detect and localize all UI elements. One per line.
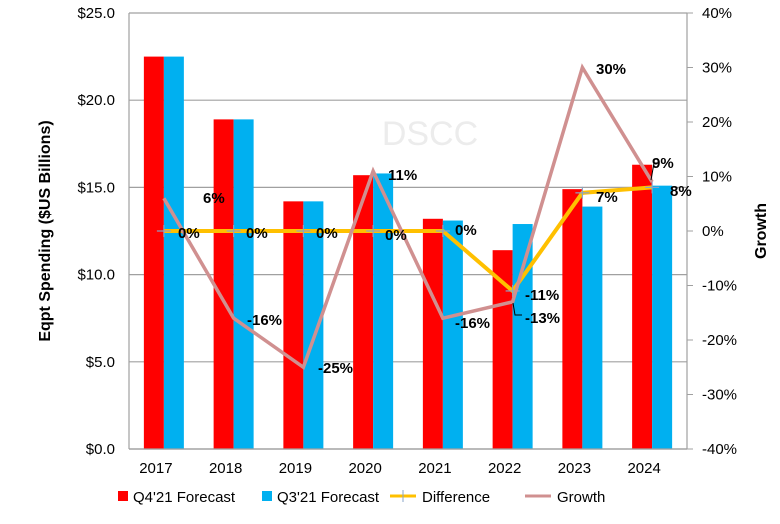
leader-line — [512, 302, 522, 316]
legend-label: Q3'21 Forecast — [277, 489, 380, 506]
bar-q4-2019 — [283, 201, 304, 449]
y2-tick-label: 20% — [702, 114, 732, 131]
growth-data-label: -13% — [525, 310, 560, 327]
difference-data-label: 0% — [246, 225, 268, 242]
x-tick-label: 2023 — [558, 460, 591, 477]
legend-swatch — [262, 491, 272, 501]
bar-q4-2017 — [143, 56, 164, 449]
y-tick-label: $15.0 — [77, 179, 115, 196]
y2-axis-title: Growth — [753, 203, 770, 259]
difference-data-label: -11% — [525, 287, 559, 304]
growth-data-label: -16% — [455, 315, 490, 332]
y-tick-label: $0.0 — [86, 441, 115, 458]
y2-tick-label: 40% — [702, 5, 732, 22]
legend-label: Difference — [422, 489, 490, 506]
x-tick-label: 2022 — [488, 460, 521, 477]
growth-data-label: 30% — [596, 61, 626, 78]
y-axis-title: Eqpt Spending ($US Billions) — [37, 120, 54, 341]
bar-q4-2022 — [492, 250, 513, 449]
line-growth — [162, 63, 654, 371]
y2-tick-label: 0% — [702, 223, 724, 240]
legend-label: Q4'21 Forecast — [133, 489, 236, 506]
bar-q4-2024 — [632, 164, 653, 449]
bar-q4-2020 — [353, 175, 374, 449]
bar-q3-2018 — [233, 119, 254, 449]
bar-q3-2020 — [373, 173, 394, 449]
x-tick-label: 2020 — [348, 460, 381, 477]
bar-q4-2021 — [422, 218, 443, 449]
y-tick-label: $20.0 — [77, 92, 115, 109]
x-tick-label: 2017 — [139, 460, 172, 477]
bar-q3-2019 — [303, 201, 324, 449]
bar-q3-2022 — [512, 224, 533, 449]
leader-line — [650, 162, 658, 181]
difference-data-label: 0% — [385, 227, 407, 244]
growth-data-label: -25% — [318, 360, 353, 377]
difference-data-label: 0% — [316, 225, 338, 242]
legend-swatch — [118, 491, 128, 501]
growth-data-label: 11% — [388, 167, 417, 184]
x-tick-label: 2018 — [209, 460, 242, 477]
x-tick-label: 2021 — [418, 460, 451, 477]
y2-tick-label: -10% — [702, 278, 737, 295]
line-difference — [163, 185, 653, 294]
difference-data-label: 8% — [670, 183, 692, 200]
growth-data-label: -16% — [247, 312, 282, 329]
y2-tick-label: 30% — [702, 60, 732, 77]
y-tick-label: $25.0 — [77, 5, 115, 22]
bar-q3-2023 — [582, 206, 603, 449]
bar-q3-2017 — [163, 56, 184, 449]
y-tick-label: $10.0 — [77, 267, 115, 284]
growth-data-label: 9% — [652, 155, 674, 172]
bar-q3-2024 — [652, 185, 673, 449]
difference-data-label: 7% — [596, 189, 618, 206]
bar-q4-2018 — [213, 119, 234, 449]
growth-data-label: 6% — [203, 190, 225, 207]
y2-tick-label: -30% — [702, 387, 737, 404]
x-tick-label: 2024 — [627, 460, 660, 477]
legend-label: Growth — [557, 489, 605, 506]
y2-tick-label: -40% — [702, 441, 737, 458]
y2-tick-label: 10% — [702, 169, 732, 186]
difference-data-label: 0% — [178, 225, 200, 242]
difference-data-label: 0% — [455, 222, 477, 239]
watermark: DSCC — [382, 115, 478, 153]
y-tick-label: $5.0 — [86, 354, 115, 371]
y2-tick-label: -20% — [702, 332, 737, 349]
x-tick-label: 2019 — [279, 460, 312, 477]
bar-q4-2023 — [562, 189, 583, 450]
bar-q3-2021 — [442, 220, 463, 449]
